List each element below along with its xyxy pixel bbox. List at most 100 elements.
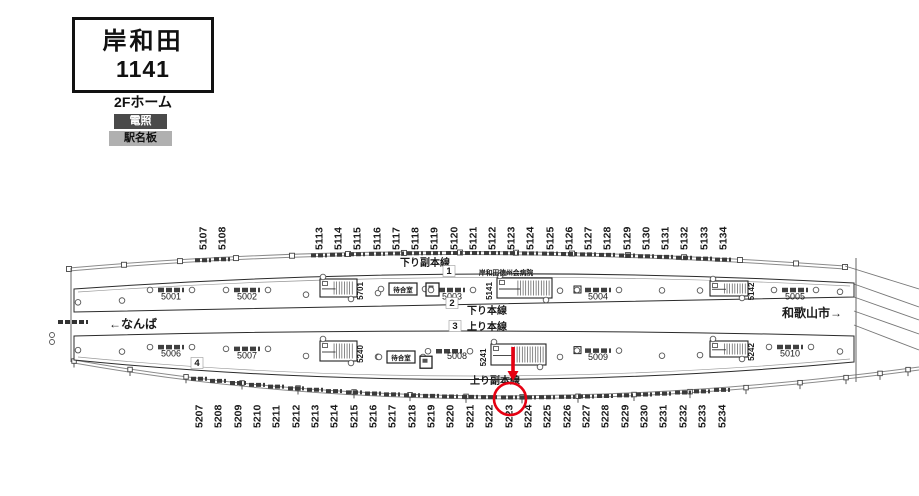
station-name: 岸和田 — [102, 27, 184, 55]
platform-tactile-line — [77, 356, 851, 377]
location-number-top: 5133 — [699, 226, 711, 250]
platform-pillar — [264, 286, 272, 294]
location-number-bottom: 5218 — [407, 404, 419, 428]
location-number-bottom: 5224 — [523, 404, 535, 428]
fence-post — [127, 366, 133, 373]
location-number-bottom: 5226 — [562, 404, 574, 428]
location-number-top: 5108 — [217, 226, 229, 250]
stairs-landing — [493, 346, 499, 351]
fence-post — [737, 257, 743, 263]
location-number-top: 5124 — [525, 226, 537, 250]
sign-number-label: 5001 — [161, 292, 181, 302]
location-number-bottom: 5219 — [426, 404, 438, 428]
track-number-label: 3 — [452, 321, 457, 332]
sign-5002: 5002 — [234, 287, 260, 302]
stairs-number-label: 5141 — [485, 282, 494, 300]
track-number-box — [445, 297, 459, 309]
fence-post — [793, 260, 799, 267]
platform-pillar — [302, 352, 310, 360]
stairs-number-label: 5240 — [356, 345, 365, 363]
sign-5008: 5008 — [419, 348, 467, 369]
location-number-bottom: 5212 — [291, 404, 303, 428]
location-number-bottom: 5221 — [465, 404, 477, 428]
track-number-box — [190, 357, 204, 369]
floor-label: 2Fホーム — [114, 94, 172, 110]
stairs-outline — [319, 278, 358, 298]
platform-pillar — [573, 286, 581, 294]
fence-post — [183, 374, 189, 380]
track-number-label: 2 — [449, 298, 454, 309]
waiting-room-label: 待合室 — [393, 285, 413, 294]
waiting-room-label: 待合室 — [391, 353, 411, 362]
sign-5006: 5006 — [158, 344, 184, 359]
location-number-bottom: 5228 — [600, 404, 612, 428]
location-number-bottom: 5227 — [581, 404, 593, 428]
location-number-bottom: 5210 — [252, 404, 264, 428]
platform-pillar — [556, 287, 564, 294]
platform-pillar — [615, 286, 623, 294]
location-number-bottom: 5222 — [484, 404, 496, 428]
track-label-up-main: 上り本線 — [467, 320, 507, 333]
waiting-room-box — [386, 350, 416, 364]
stairs-5142 — [709, 280, 749, 297]
location-number-bottom: 5220 — [445, 404, 457, 428]
sign-5007: 5007 — [234, 346, 260, 360]
location-number-bottom: 5231 — [658, 404, 670, 428]
platform-pillar — [74, 346, 82, 354]
track-line — [853, 296, 919, 321]
fence-post — [177, 258, 183, 265]
location-number-top: 5116 — [372, 227, 384, 250]
fence-post — [743, 384, 749, 391]
stairs-landing — [322, 281, 328, 286]
signal-marker — [49, 332, 55, 338]
location-number-bottom: 5233 — [697, 404, 709, 428]
platform-pillar — [146, 286, 154, 294]
platform-pillar — [812, 286, 820, 294]
stairs-number-label: 5142 — [747, 282, 756, 300]
track-number-label: 4 — [194, 358, 200, 369]
track-fence-line — [68, 254, 846, 272]
stairs-number-label: 5701 — [356, 282, 365, 300]
stairs-landing — [499, 280, 505, 285]
platform-pillar — [542, 296, 550, 304]
stairs-landing — [322, 343, 328, 348]
location-number-top: 5125 — [545, 226, 557, 250]
platform-pillar — [424, 347, 432, 355]
sign-number-label: 5006 — [161, 349, 181, 359]
location-number-top: 5121 — [468, 226, 480, 250]
platform-pillar — [556, 353, 564, 361]
location-number-top: 5113 — [314, 227, 326, 250]
location-number-top: 5134 — [718, 226, 730, 250]
track-label-down-sub-main: 下り副本線 — [400, 256, 450, 269]
location-number-top: 5107 — [198, 226, 210, 250]
platform-pillar — [347, 295, 355, 303]
platform-pillar — [709, 335, 717, 343]
track-label-down-main: 下り本線 — [467, 304, 507, 317]
track-fence-line — [73, 362, 919, 400]
location-number-bottom: 5213 — [310, 404, 322, 428]
location-number-top: 5118 — [410, 227, 422, 250]
sign-number-label: 5010 — [780, 348, 800, 358]
illuminated-badge: 電照 — [114, 114, 167, 129]
location-number-top: 5130 — [641, 226, 653, 250]
hospital-label: 岸和田徳州会病院 — [479, 268, 534, 277]
platform-pillar — [573, 347, 581, 354]
platform-pillar — [377, 285, 385, 293]
platform-pillar — [118, 297, 126, 304]
stairs-landing — [712, 283, 718, 288]
sign-number-label: 5003 — [442, 292, 462, 302]
sign-number-label: 5009 — [588, 352, 608, 362]
location-number-top: 5123 — [506, 226, 518, 250]
location-number-top: 5119 — [429, 227, 441, 250]
sign-number-label: 5008 — [447, 351, 467, 361]
platform-pillar — [696, 287, 704, 294]
location-number-top: 5117 — [391, 227, 403, 250]
platform-pillar — [536, 363, 544, 371]
platform-pillar — [709, 275, 717, 283]
location-number-top: 5120 — [449, 226, 461, 250]
platform-pillar — [188, 286, 196, 294]
location-number-bottom: 5217 — [387, 404, 399, 428]
upper-platform — [73, 273, 855, 313]
sign-number-label: 5004 — [588, 292, 608, 302]
